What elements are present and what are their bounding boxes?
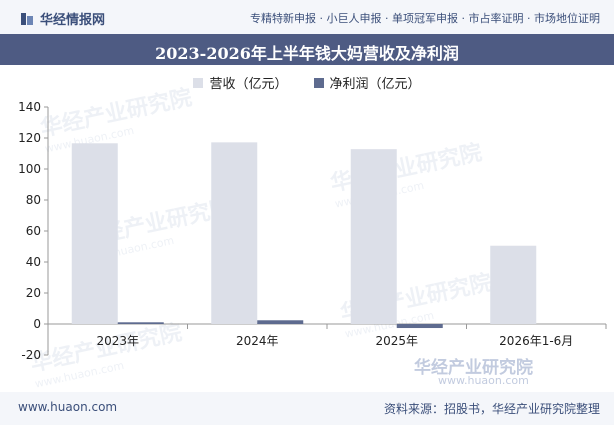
y-tick-label: 60 [26, 224, 41, 238]
x-tick-label: 2023年 [96, 334, 139, 348]
revenue-bar [350, 149, 397, 324]
header-bar: 华经情报网 专精特新申报 · 小巨人申报 · 单项冠军申报 · 市占率证明 · … [0, 0, 614, 34]
chart-legend: 营收（亿元） 净利润（亿元） [0, 73, 614, 92]
huajing-logo-icon [20, 12, 34, 26]
legend-item-net-profit[interactable]: 净利润（亿元） [313, 73, 421, 92]
legend-swatch-net-profit [313, 77, 324, 88]
footer-bar: www.huaon.com 资料来源：招股书，华经产业研究院整理 [0, 392, 614, 425]
legend-swatch-revenue [193, 77, 204, 88]
y-tick-label: -20 [21, 348, 41, 362]
y-tick-label: 20 [26, 286, 41, 300]
revenue-bar [71, 143, 118, 324]
x-tick-label: 2026年1-6月 [499, 334, 573, 348]
net-profit-bar [117, 322, 164, 324]
x-tick-label: 2024年 [236, 334, 279, 348]
y-tick-label: 0 [33, 317, 41, 331]
y-tick-label: 40 [26, 255, 41, 269]
net-profit-bar [396, 324, 443, 329]
footer-site-link[interactable]: www.huaon.com [18, 400, 118, 414]
legend-item-revenue[interactable]: 营收（亿元） [193, 73, 288, 92]
y-tick-label: 120 [18, 131, 41, 145]
revenue-bar [211, 142, 258, 324]
header-tagline: 专精特新申报 · 小巨人申报 · 单项冠军申报 · 市占率证明 · 市场地位证明 [250, 12, 600, 25]
brand-name: 华经情报网 [40, 13, 106, 28]
legend-label-net-profit: 净利润（亿元） [329, 77, 421, 92]
brand[interactable]: 华经情报网 [20, 9, 105, 28]
legend-label-revenue: 营收（亿元） [209, 77, 288, 92]
net-profit-bar [257, 320, 304, 324]
footer-source: 资料来源：招股书，华经产业研究院整理 [383, 402, 600, 416]
chart-title: 2023-2026年上半年钱大妈营收及净利润 [155, 44, 459, 63]
y-tick-label: 80 [26, 193, 41, 207]
y-tick-label: 140 [18, 100, 41, 114]
revenue-bar [490, 245, 537, 324]
title-bar: 2023-2026年上半年钱大妈营收及净利润 [0, 34, 614, 65]
y-tick-label: 100 [18, 162, 41, 176]
x-tick-label: 2025年 [375, 334, 418, 348]
